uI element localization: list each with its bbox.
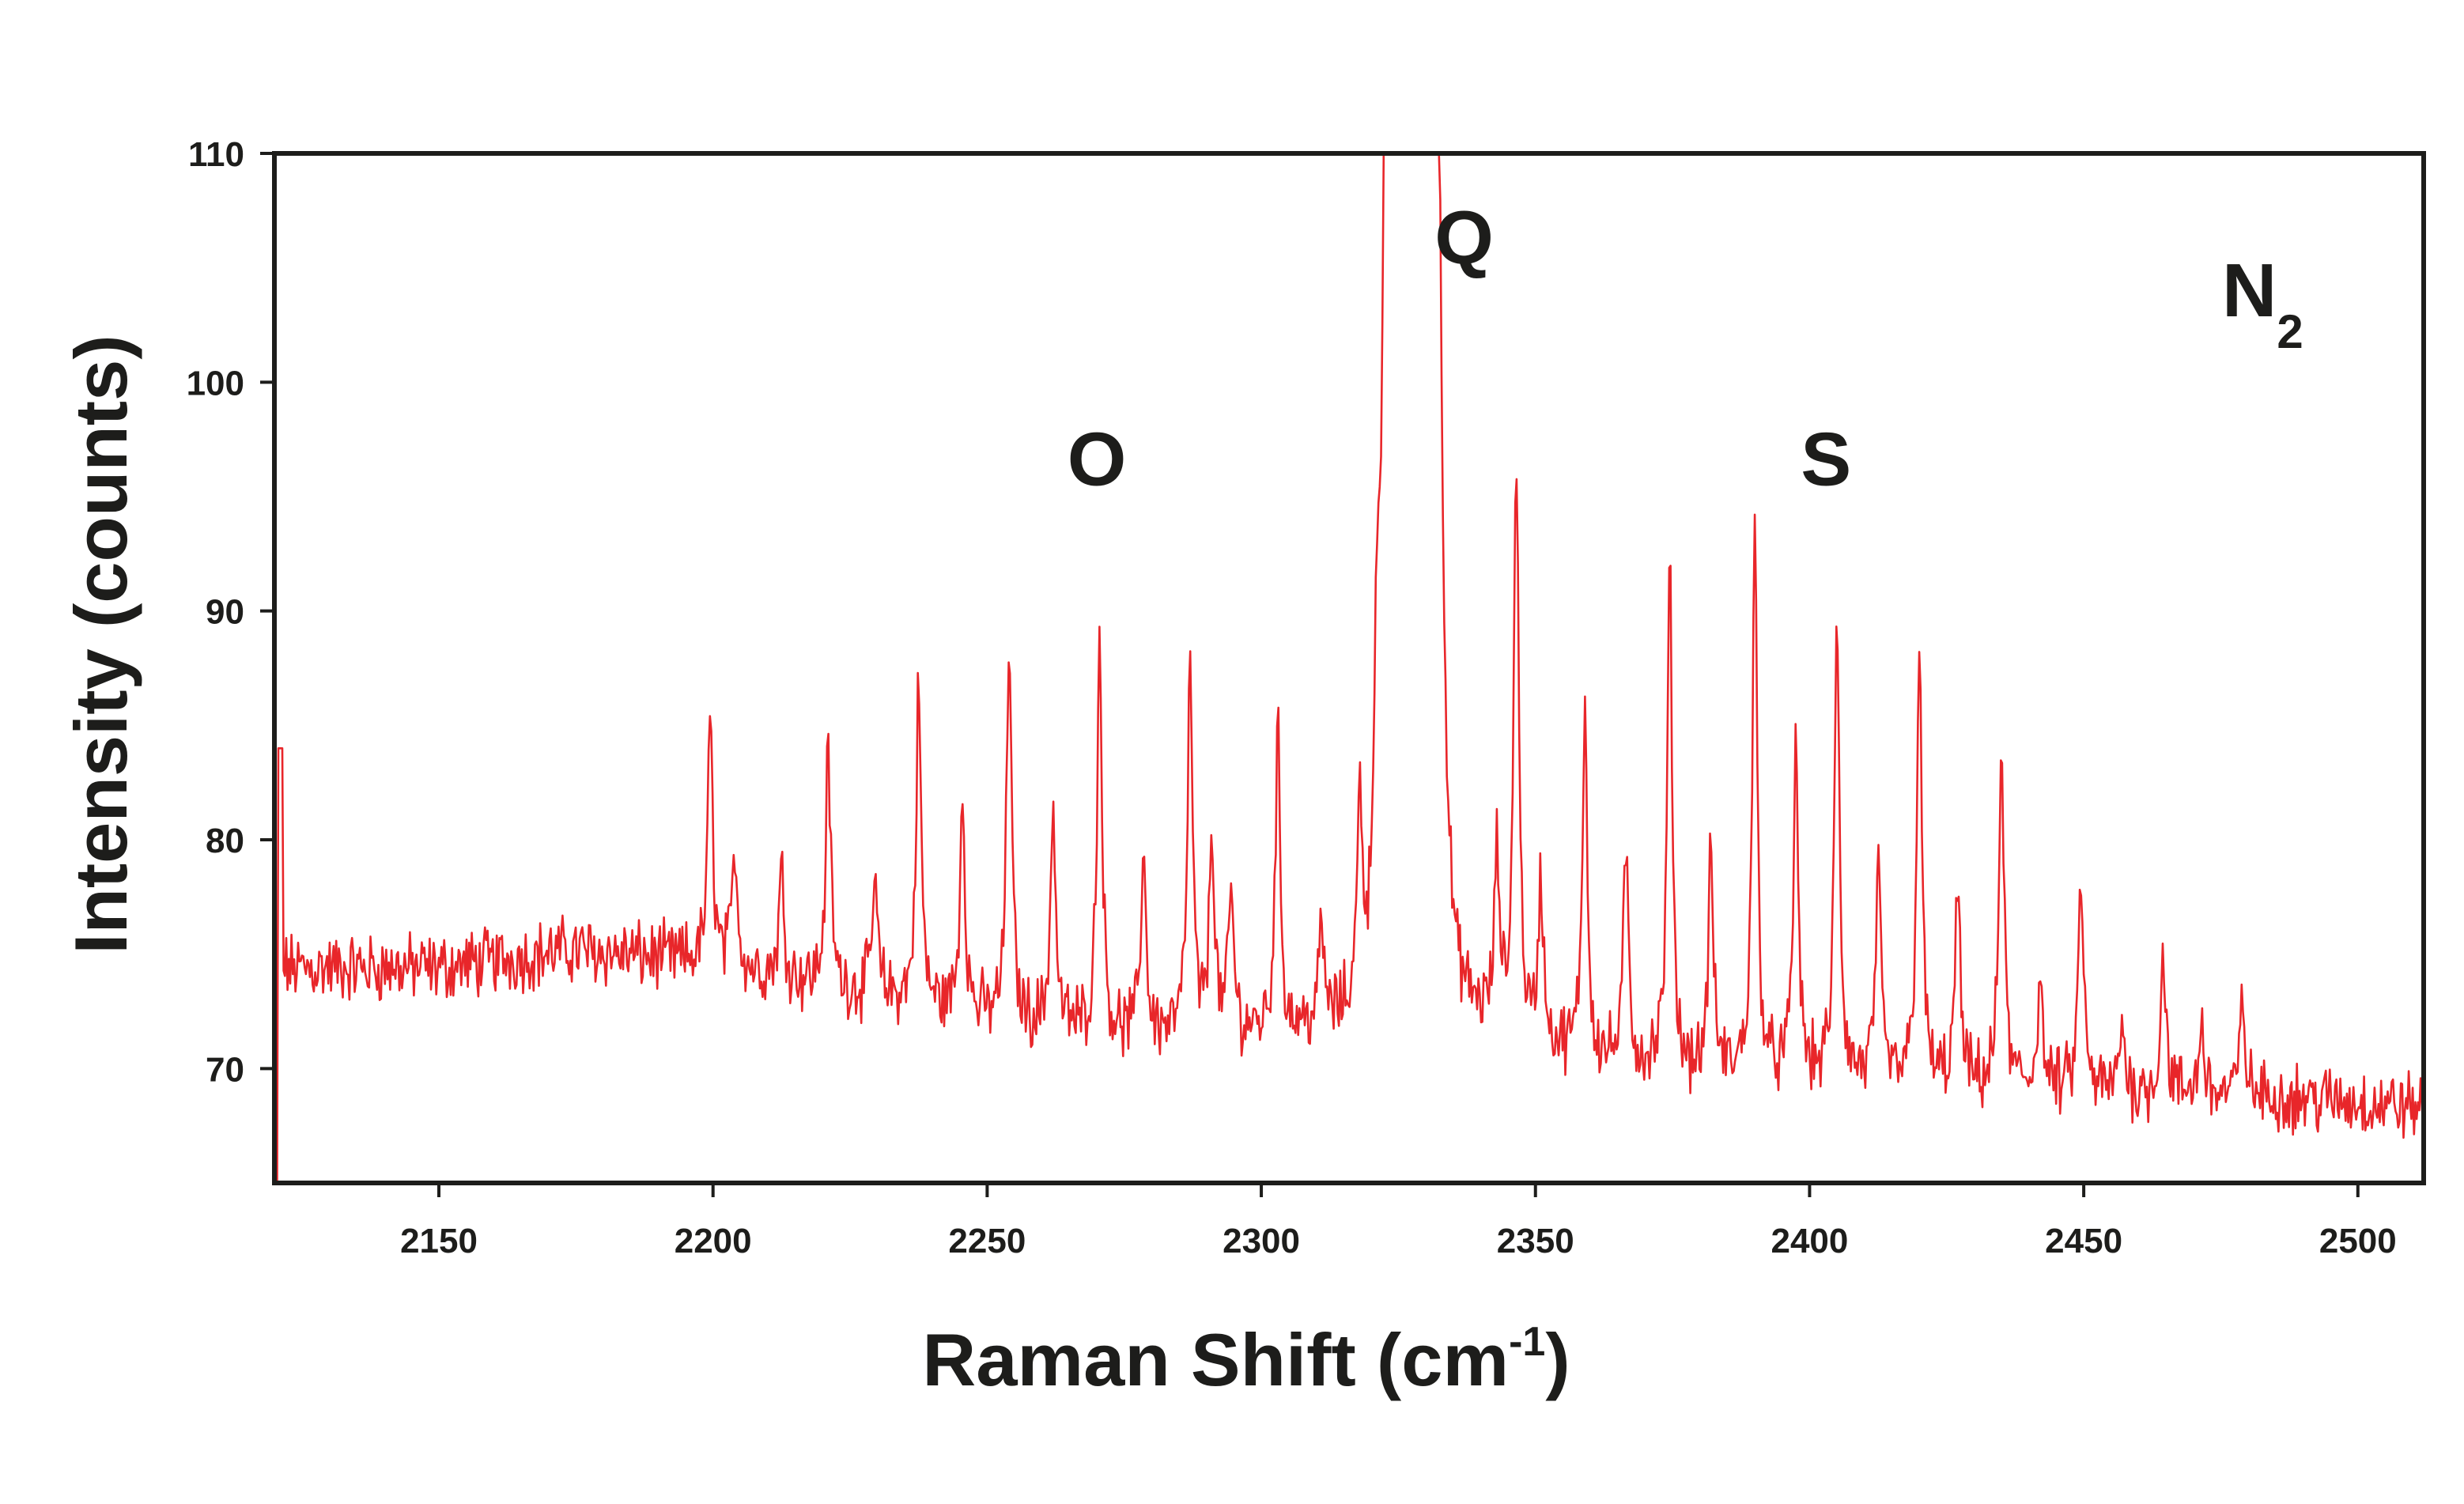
x-tick-label: 2250 (948, 1222, 1026, 1260)
series-line-spectrum (276, 153, 2424, 1183)
x-tick-label: 2350 (1497, 1222, 1574, 1260)
y-axis: 70 80 90 100 110 (187, 135, 274, 1089)
x-tick-label: 2150 (400, 1222, 478, 1260)
x-axis: 2150 2200 2250 2300 2350 2400 2450 2500 (400, 1183, 2397, 1260)
x-tick-label: 2500 (2319, 1222, 2397, 1260)
branch-label-q: Q (1434, 195, 1494, 280)
y-tick-label: 80 (206, 822, 244, 860)
x-tick-label: 2300 (1223, 1222, 1300, 1260)
x-axis-title: Raman Shift (cm-1) (922, 1318, 1570, 1401)
branch-label-s: S (1801, 418, 1851, 502)
plot-frame (272, 151, 2426, 1185)
y-tick-label: 70 (206, 1050, 244, 1089)
branch-label-o: O (1068, 418, 1127, 502)
x-tick-label: 2200 (675, 1222, 752, 1260)
y-tick-label: 90 (206, 593, 244, 632)
y-tick-label: 110 (188, 135, 244, 174)
x-tick-label: 2450 (2045, 1222, 2122, 1260)
y-tick-label: 100 (187, 364, 244, 402)
species-label: N2 (2222, 248, 2303, 358)
x-tick-label: 2400 (1771, 1222, 1848, 1260)
y-axis-title: Intensity (counts) (59, 334, 142, 954)
peak-branch-labels: O Q S (1068, 195, 1852, 502)
